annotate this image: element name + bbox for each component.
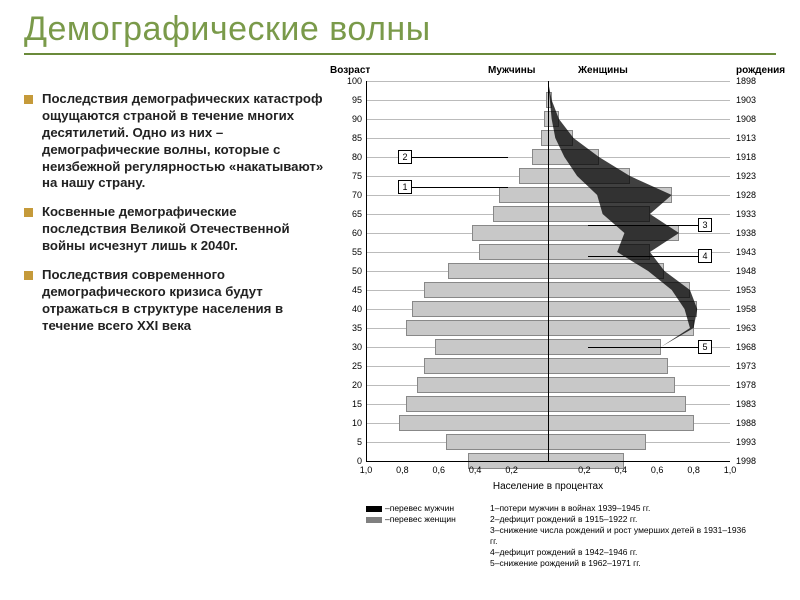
legend-item: –перевес женщин (366, 514, 476, 525)
slide-title: Демографические волны (24, 10, 776, 49)
legend-item: –перевес мужчин (366, 503, 476, 514)
annotation-box: 2 (398, 150, 412, 164)
age-tick: 80 (338, 152, 362, 162)
year-tick: 1903 (736, 95, 766, 105)
legend-swatch (366, 506, 382, 512)
x-tick: 0,4 (615, 465, 628, 475)
slide: Демографические волны Последствия демогр… (0, 0, 800, 600)
age-tick: 40 (338, 304, 362, 314)
age-tick: 35 (338, 323, 362, 333)
year-tick: 1953 (736, 285, 766, 295)
year-tick: 1973 (736, 361, 766, 371)
year-tick: 1898 (736, 76, 766, 86)
age-tick: 85 (338, 133, 362, 143)
year-tick: 1968 (736, 342, 766, 352)
age-tick: 60 (338, 228, 362, 238)
legend-note: 1–потери мужчин в войнах 1939–1945 гг. (490, 503, 746, 514)
text-column: Последствия демографических катастроф ощ… (24, 63, 324, 563)
x-tick: 0,6 (651, 465, 664, 475)
legend-note: 3–снижение числа рождений и рост умерших… (490, 525, 746, 547)
legend-swatch (366, 517, 382, 523)
annotation-arrow (412, 187, 508, 188)
age-tick: 0 (338, 456, 362, 466)
age-tick: 100 (338, 76, 362, 86)
label-birth: рождения (736, 65, 785, 76)
x-tick: 1,0 (360, 465, 373, 475)
annotation-box: 5 (698, 340, 712, 354)
label-men: Мужчины (488, 65, 535, 76)
x-tick: 0,2 (578, 465, 591, 475)
axis-x (366, 461, 730, 462)
age-tick: 70 (338, 190, 362, 200)
year-tick: 1913 (736, 133, 766, 143)
label-women: Женщины (578, 65, 628, 76)
axis-y-center (548, 81, 549, 461)
chart-column: ВозрастМужчиныЖенщинырождения12345100189… (330, 63, 776, 563)
year-tick: 1983 (736, 399, 766, 409)
year-tick: 1938 (736, 228, 766, 238)
annotation-box: 4 (698, 249, 712, 263)
annotation-box: 1 (398, 180, 412, 194)
year-tick: 1978 (736, 380, 766, 390)
year-tick: 1958 (736, 304, 766, 314)
year-tick: 1998 (736, 456, 766, 466)
x-tick: 0,2 (505, 465, 518, 475)
body-row: Последствия демографических катастроф ощ… (24, 63, 776, 563)
legend-label: –перевес женщин (385, 514, 456, 524)
year-tick: 1928 (736, 190, 766, 200)
age-tick: 65 (338, 209, 362, 219)
year-tick: 1943 (736, 247, 766, 257)
title-block: Демографические волны (24, 10, 776, 55)
x-tick: 1,0 (724, 465, 737, 475)
bullet-item: Последствия современного демографическог… (24, 267, 324, 335)
annotation-arrow (588, 256, 698, 257)
age-tick: 20 (338, 380, 362, 390)
label-age: Возраст (330, 65, 370, 76)
age-tick: 75 (338, 171, 362, 181)
x-tick: 0,8 (687, 465, 700, 475)
year-tick: 1988 (736, 418, 766, 428)
year-tick: 1933 (736, 209, 766, 219)
annotation-box: 3 (698, 218, 712, 232)
age-tick: 90 (338, 114, 362, 124)
year-tick: 1993 (736, 437, 766, 447)
age-tick: 50 (338, 266, 362, 276)
x-axis-label: Население в процентах (366, 481, 730, 492)
age-tick: 95 (338, 95, 362, 105)
age-tick: 15 (338, 399, 362, 409)
year-tick: 1963 (736, 323, 766, 333)
age-tick: 55 (338, 247, 362, 257)
legend-label: –перевес мужчин (385, 503, 454, 513)
bullet-list: Последствия демографических катастроф ощ… (24, 91, 324, 335)
year-tick: 1923 (736, 171, 766, 181)
x-tick: 0,4 (469, 465, 482, 475)
year-tick: 1948 (736, 266, 766, 276)
bullet-item: Косвенные демографические последствия Ве… (24, 204, 324, 255)
x-tick: 0,8 (396, 465, 409, 475)
age-tick: 30 (338, 342, 362, 352)
annotation-arrow (588, 347, 698, 348)
year-tick: 1918 (736, 152, 766, 162)
bullet-item: Последствия демографических катастроф ощ… (24, 91, 324, 192)
age-tick: 5 (338, 437, 362, 447)
legend-note: 2–дефицит рождений в 1915–1922 гг. (490, 514, 746, 525)
axis-y (366, 81, 367, 461)
x-tick: 0,6 (433, 465, 446, 475)
age-tick: 10 (338, 418, 362, 428)
year-tick: 1908 (736, 114, 766, 124)
legend-note: 4–дефицит рождений в 1942–1946 гг. (490, 547, 746, 558)
legend-note: 5–снижение рождений в 1962–1971 гг. (490, 558, 746, 569)
age-tick: 45 (338, 285, 362, 295)
legend: –перевес мужчин–перевес женщин 1–потери м… (366, 503, 746, 569)
population-pyramid-chart: ВозрастМужчиныЖенщинырождения12345100189… (330, 63, 770, 563)
annotation-arrow (412, 157, 508, 158)
annotation-arrow (588, 225, 698, 226)
age-tick: 25 (338, 361, 362, 371)
